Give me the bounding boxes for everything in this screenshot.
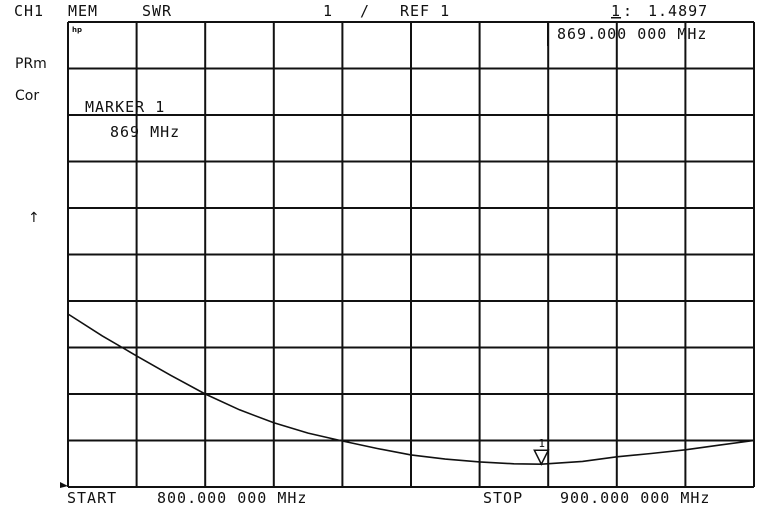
mode-label: MEM <box>68 2 98 20</box>
cor-annotation: Cor <box>15 88 39 104</box>
reference-position-icon <box>60 482 68 488</box>
marker-colon: : <box>623 2 633 20</box>
stop-value: 900.000 000 MHz <box>560 489 710 506</box>
scale-separator: / <box>360 2 370 20</box>
format-label: SWR <box>142 2 172 20</box>
reference-label: REF 1 <box>400 2 450 20</box>
marker-value: 1.4897 <box>648 2 708 20</box>
marker-label-title: MARKER 1 <box>85 98 165 116</box>
marker-label-frequency: 869 MHz <box>110 123 180 141</box>
channel-label: CH1 <box>14 2 44 20</box>
start-value: 800.000 000 MHz <box>157 489 307 506</box>
marker-triangle-icon <box>533 449 550 466</box>
marker-1: 1 <box>533 437 550 466</box>
marker-number: 1 <box>538 437 545 450</box>
grid <box>67 21 755 488</box>
start-label: START <box>67 489 117 506</box>
marker-frequency-readout: 869.000 000 MHz <box>557 25 707 43</box>
swr-trace <box>67 313 755 466</box>
hp-logo: hp <box>72 26 82 34</box>
prm-annotation: PRm <box>15 56 47 72</box>
marker-id-label: 1 <box>611 2 621 20</box>
reference-arrow-icon: ↑ <box>28 210 40 226</box>
stop-label: STOP <box>483 489 523 506</box>
scale-label: 1 <box>323 2 333 20</box>
